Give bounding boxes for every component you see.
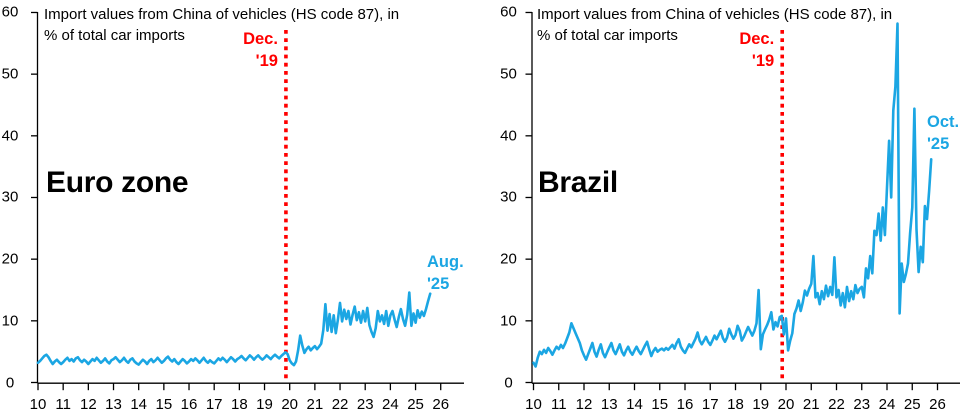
x-tick-label: 14: [626, 396, 643, 413]
x-tick-label: 10: [525, 396, 542, 413]
event-line-label: Dec. '19: [739, 28, 774, 72]
chart-panel-eurozone: 60 50 40 30 20 10 0 10 11 12 13 14 15 16 17 18 19 20 21 22 2…: [1, 3, 464, 413]
x-tick-label: 22: [828, 396, 845, 413]
x-tick-label: 15: [651, 396, 669, 413]
x-tick-label: 23: [356, 396, 374, 413]
x-tick-label: 12: [575, 396, 593, 413]
event-line-label: Dec. '19: [243, 28, 278, 72]
x-tick-label: 20: [281, 396, 299, 413]
region-label: Euro zone: [46, 166, 189, 199]
chart-panel-brazil: 60 50 40 30 20 10 0 10 11 12 13 14 15 16 17 18 19 20 21 22 2…: [481, 0, 962, 418]
import-share-series-line: [532, 22, 933, 368]
chart-plot-area: [31, 11, 464, 391]
x-tick-label: 16: [676, 396, 694, 413]
event-line-label-line: Dec.: [243, 30, 278, 48]
y-tick-label: 50: [1, 65, 19, 83]
x-tick-label: 25: [407, 396, 424, 413]
event-line-label-line: '19: [751, 52, 775, 70]
x-tick-label: 17: [205, 396, 223, 413]
chart-title-line: % of total car imports: [537, 27, 678, 44]
x-tick-label: 21: [306, 396, 324, 413]
x-tick-label: 20: [777, 396, 795, 413]
x-tick-label: 26: [929, 396, 946, 413]
x-tick-label: 16: [180, 396, 198, 413]
x-tick-label: 12: [79, 396, 97, 413]
y-tick-label: 30: [500, 188, 517, 206]
y-tick-label: 50: [500, 65, 517, 83]
x-tick-label: 22: [331, 396, 349, 413]
x-tick-label: 14: [130, 396, 148, 413]
x-tick-label: 13: [600, 396, 618, 413]
series-end-label-line: '25: [427, 275, 450, 293]
y-tick-label: 30: [1, 188, 19, 206]
x-tick-label: 13: [105, 396, 122, 413]
series-end-label-line: Oct.: [927, 113, 960, 131]
y-tick-label: 0: [504, 374, 513, 391]
x-tick-label: 11: [55, 396, 71, 413]
chart-title-line: Import values from China of vehicles (HS…: [44, 6, 400, 23]
y-tick-label: 60: [1, 3, 19, 21]
y-tick-label: 10: [1, 312, 19, 330]
series-end-label: Oct. '25: [927, 111, 959, 155]
x-tick-label: 26: [432, 396, 450, 413]
x-tick-label: 18: [727, 396, 744, 413]
x-tick-label: 21: [802, 396, 820, 413]
x-tick-label: 19: [256, 396, 273, 413]
y-tick-label: 10: [500, 312, 517, 330]
series-end-label-line: Aug.: [427, 253, 464, 271]
y-tick-label: 40: [1, 127, 19, 145]
chart-title-line: Import values from China of vehicles (HS…: [537, 6, 893, 23]
y-tick-label: 0: [5, 374, 15, 391]
x-tick-label: 15: [155, 396, 173, 413]
event-line-label-line: '19: [255, 52, 278, 70]
x-tick-label: 23: [853, 396, 871, 413]
y-tick-label: 20: [1, 250, 19, 268]
import-share-series-line: [36, 291, 432, 367]
x-tick-label: 24: [878, 396, 896, 413]
x-tick-label: 11: [550, 396, 567, 413]
x-tick-label: 18: [231, 396, 248, 413]
y-tick-label: 20: [500, 250, 517, 268]
y-tick-label: 60: [500, 3, 517, 21]
x-tick-label: 25: [903, 396, 921, 413]
x-tick-label: 10: [29, 396, 47, 413]
event-line-label-line: Dec.: [739, 30, 775, 48]
x-tick-label: 19: [752, 396, 770, 413]
chart-title: Import values from China of vehicles (HS…: [44, 4, 399, 46]
x-tick-label: 17: [701, 396, 719, 413]
x-tick-label: 24: [382, 396, 399, 413]
series-end-label: Aug. '25: [427, 251, 464, 295]
series-end-label-line: '25: [927, 135, 950, 153]
chart-title: Import values from China of vehicles (HS…: [537, 4, 892, 46]
y-tick-label: 40: [500, 127, 517, 145]
region-label: Brazil: [538, 166, 618, 199]
chart-title-line: % of total car imports: [44, 27, 185, 44]
chart-plot-area: [525, 11, 960, 391]
